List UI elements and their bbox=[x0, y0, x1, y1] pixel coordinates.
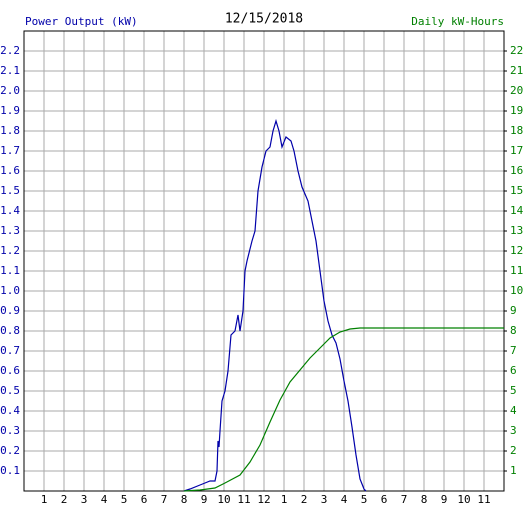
y-tick-label: 0.4 bbox=[0, 404, 20, 417]
x-tick-label: 7 bbox=[401, 493, 408, 506]
y-tick-label: 0.8 bbox=[0, 324, 20, 337]
y2-tick-label: 10 bbox=[510, 284, 523, 297]
y-tick-label: 2.2 bbox=[0, 44, 20, 57]
x-tick-label: 6 bbox=[381, 493, 388, 506]
y-tick-label: 0.6 bbox=[0, 364, 20, 377]
y-tick-label: 2.1 bbox=[0, 64, 20, 77]
y2-tick-label: 18 bbox=[510, 124, 523, 137]
x-tick-label: 4 bbox=[341, 493, 348, 506]
y2-tick-label: 9 bbox=[510, 304, 517, 317]
y-tick-label: 0.7 bbox=[0, 344, 20, 357]
x-tick-label: 2 bbox=[61, 493, 68, 506]
y2-tick-label: 21 bbox=[510, 64, 523, 77]
x-tick-label: 3 bbox=[81, 493, 88, 506]
y2-tick-label: 7 bbox=[510, 344, 517, 357]
x-tick-label: 2 bbox=[301, 493, 308, 506]
y2-tick-label: 16 bbox=[510, 164, 523, 177]
y2-tick-label: 8 bbox=[510, 324, 517, 337]
y-tick-label: 0.9 bbox=[0, 304, 20, 317]
y2-axis-label: Daily kW-Hours bbox=[411, 15, 504, 28]
plot-border bbox=[23, 30, 505, 492]
y2-tick-label: 20 bbox=[510, 84, 523, 97]
y-tick-label: 2.0 bbox=[0, 84, 20, 97]
x-tick-label: 8 bbox=[421, 493, 428, 506]
x-tick-label: 10 bbox=[457, 493, 470, 506]
y-tick-label: 1.2 bbox=[0, 244, 20, 257]
x-tick-label: 3 bbox=[321, 493, 328, 506]
y-tick-label: 1.6 bbox=[0, 164, 20, 177]
x-tick-label: 1 bbox=[281, 493, 288, 506]
x-tick-label: 5 bbox=[361, 493, 368, 506]
x-tick-label: 12 bbox=[257, 493, 270, 506]
y2-tick-label: 11 bbox=[510, 264, 523, 277]
y-tick-label: 0.2 bbox=[0, 444, 20, 457]
x-tick-label: 11 bbox=[477, 493, 490, 506]
x-tick-label: 4 bbox=[101, 493, 108, 506]
y2-tick-label: 13 bbox=[510, 224, 523, 237]
chart-title: 12/15/2018 bbox=[225, 12, 303, 27]
y-tick-label: 1.3 bbox=[0, 224, 20, 237]
x-tick-label: 7 bbox=[161, 493, 168, 506]
x-tick-label: 9 bbox=[441, 493, 448, 506]
y2-tick-label: 15 bbox=[510, 184, 523, 197]
y2-tick-label: 5 bbox=[510, 384, 517, 397]
y-tick-label: 1.9 bbox=[0, 104, 20, 117]
y-tick-label: 1.1 bbox=[0, 264, 20, 277]
y2-tick-label: 12 bbox=[510, 244, 523, 257]
x-tick-label: 5 bbox=[121, 493, 128, 506]
y2-tick-label: 14 bbox=[510, 204, 524, 217]
data-line bbox=[183, 327, 504, 492]
y2-tick-label: 22 bbox=[510, 44, 523, 57]
x-tick-label: 8 bbox=[181, 493, 188, 506]
x-tick-label: 11 bbox=[237, 493, 250, 506]
y2-tick-label: 3 bbox=[510, 424, 517, 437]
y-axis-label: Power Output (kW) bbox=[25, 15, 138, 28]
x-tick-label: 1 bbox=[41, 493, 48, 506]
y-tick-label: 1.4 bbox=[0, 204, 20, 217]
y2-tick-label: 6 bbox=[510, 364, 517, 377]
x-tick-label: 6 bbox=[141, 493, 148, 506]
y2-tick-label: 4 bbox=[510, 404, 517, 417]
y2-tick-label: 19 bbox=[510, 104, 523, 117]
y-tick-label: 1.0 bbox=[0, 284, 20, 297]
y2-tick-label: 1 bbox=[510, 464, 517, 477]
y-tick-label: 0.3 bbox=[0, 424, 20, 437]
y-tick-label: 0.5 bbox=[0, 384, 20, 397]
x-tick-label: 9 bbox=[201, 493, 208, 506]
y2-tick-label: 17 bbox=[510, 144, 523, 157]
y-tick-label: 1.5 bbox=[0, 184, 20, 197]
y-tick-label: 0.1 bbox=[0, 464, 20, 477]
x-tick-label: 10 bbox=[217, 493, 230, 506]
y-tick-label: 1.7 bbox=[0, 144, 20, 157]
y-tick-label: 1.8 bbox=[0, 124, 20, 137]
data-line bbox=[183, 118, 367, 492]
y2-tick-label: 2 bbox=[510, 444, 517, 457]
